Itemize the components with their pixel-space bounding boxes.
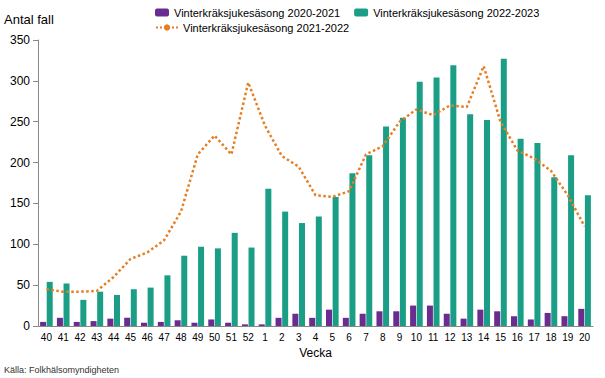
svg-text:Vinterkräksjukesäsong 2021-202: Vinterkräksjukesäsong 2021-2022 bbox=[183, 22, 349, 34]
svg-text:51: 51 bbox=[226, 332, 238, 343]
svg-text:48: 48 bbox=[175, 332, 187, 343]
svg-text:43: 43 bbox=[91, 332, 103, 343]
svg-text:Vinterkräksjukesäsong 2020-202: Vinterkräksjukesäsong 2020-2021 bbox=[174, 7, 340, 19]
svg-text:12: 12 bbox=[444, 332, 456, 343]
svg-text:10: 10 bbox=[411, 332, 423, 343]
svg-text:300: 300 bbox=[10, 74, 30, 88]
svg-text:9: 9 bbox=[397, 332, 403, 343]
svg-text:50: 50 bbox=[209, 332, 221, 343]
svg-text:Antal fall: Antal fall bbox=[4, 12, 54, 27]
svg-text:49: 49 bbox=[192, 332, 204, 343]
svg-text:20: 20 bbox=[579, 332, 591, 343]
svg-text:5: 5 bbox=[330, 332, 336, 343]
svg-text:7: 7 bbox=[363, 332, 369, 343]
svg-text:45: 45 bbox=[125, 332, 137, 343]
svg-text:Vecka: Vecka bbox=[299, 346, 332, 360]
svg-text:1: 1 bbox=[262, 332, 268, 343]
svg-text:15: 15 bbox=[495, 332, 507, 343]
svg-text:40: 40 bbox=[41, 332, 53, 343]
svg-text:250: 250 bbox=[10, 115, 30, 129]
svg-text:19: 19 bbox=[562, 332, 574, 343]
svg-text:200: 200 bbox=[10, 156, 30, 170]
svg-text:6: 6 bbox=[346, 332, 352, 343]
svg-text:100: 100 bbox=[10, 237, 30, 251]
svg-text:4: 4 bbox=[313, 332, 319, 343]
svg-text:11: 11 bbox=[428, 332, 439, 343]
svg-text:46: 46 bbox=[142, 332, 154, 343]
svg-text:52: 52 bbox=[243, 332, 255, 343]
svg-text:50: 50 bbox=[17, 278, 31, 292]
svg-text:13: 13 bbox=[461, 332, 473, 343]
svg-text:2: 2 bbox=[279, 332, 285, 343]
svg-text:17: 17 bbox=[529, 332, 541, 343]
svg-text:Vinterkräksjukesäsong 2022-202: Vinterkräksjukesäsong 2022-2023 bbox=[373, 7, 539, 19]
svg-text:16: 16 bbox=[512, 332, 524, 343]
svg-text:47: 47 bbox=[159, 332, 171, 343]
svg-text:8: 8 bbox=[380, 332, 386, 343]
svg-text:44: 44 bbox=[108, 332, 120, 343]
svg-text:0: 0 bbox=[23, 319, 30, 333]
svg-text:150: 150 bbox=[10, 196, 30, 210]
svg-text:14: 14 bbox=[478, 332, 490, 343]
svg-text:Källa: Folkhälsomyndigheten: Källa: Folkhälsomyndigheten bbox=[4, 365, 119, 375]
svg-text:41: 41 bbox=[58, 332, 70, 343]
svg-text:350: 350 bbox=[10, 33, 30, 47]
svg-text:18: 18 bbox=[545, 332, 557, 343]
svg-text:3: 3 bbox=[296, 332, 302, 343]
svg-text:42: 42 bbox=[74, 332, 86, 343]
